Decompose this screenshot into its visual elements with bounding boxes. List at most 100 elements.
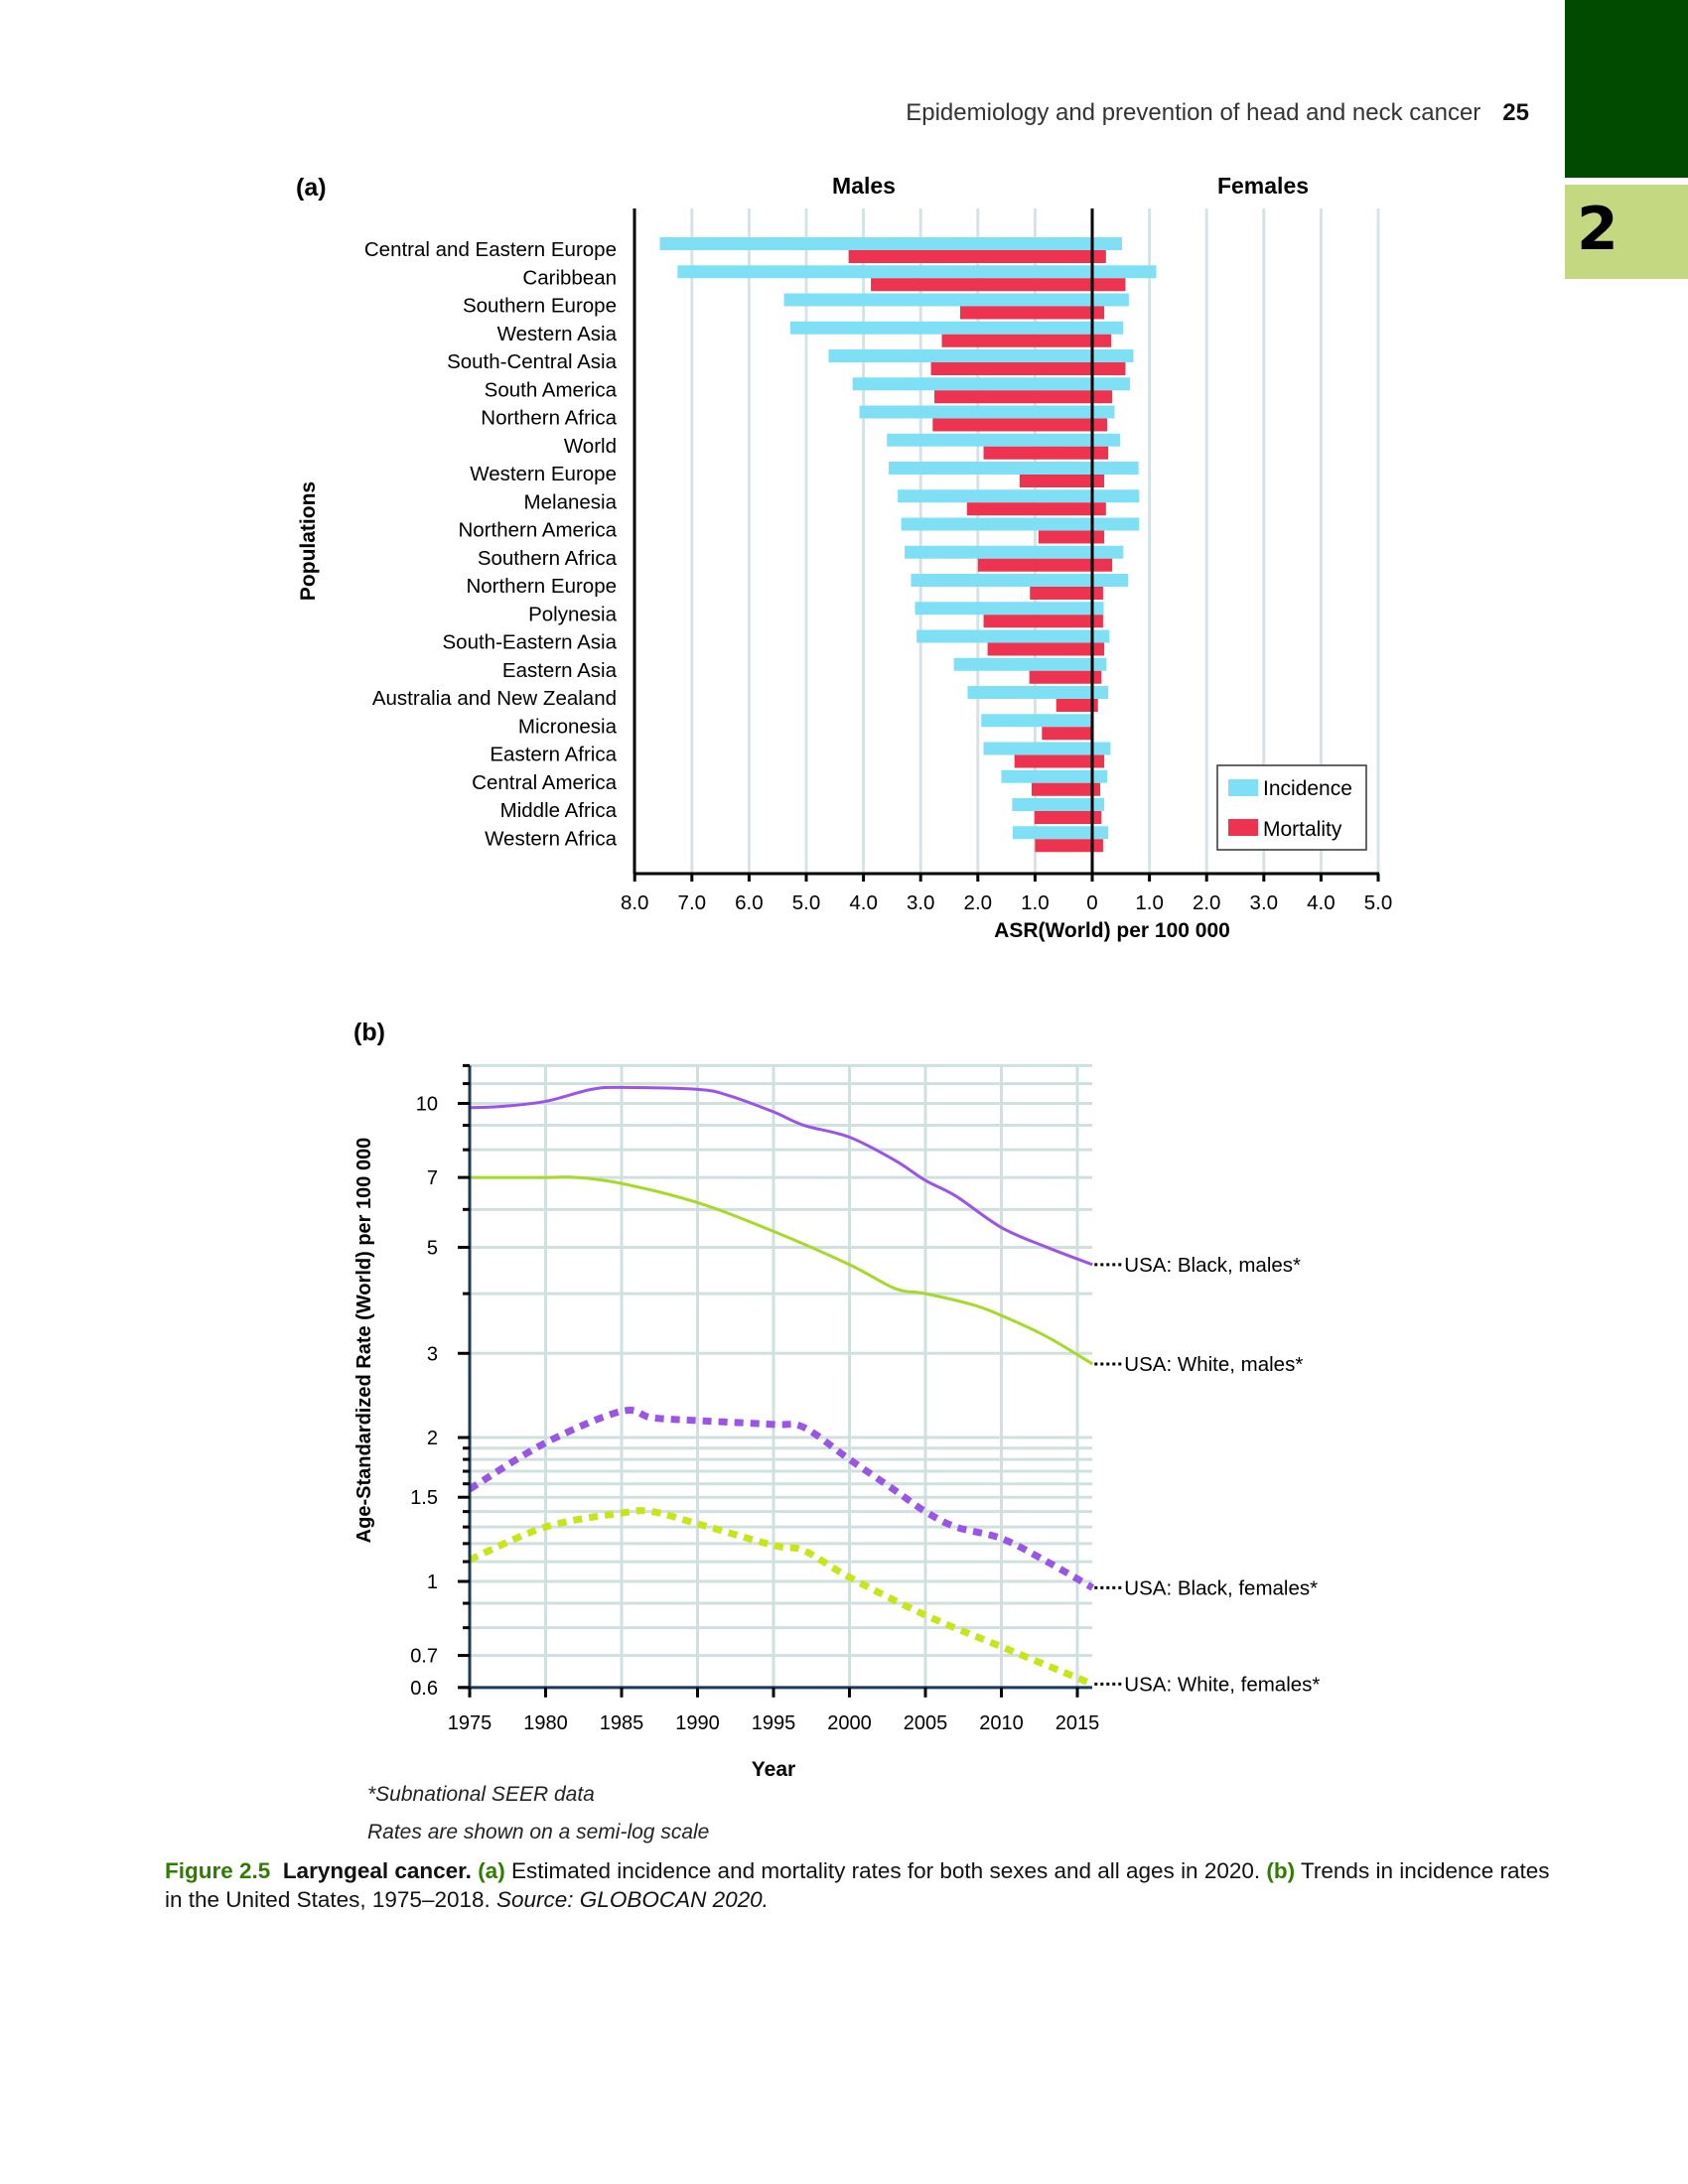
panel-label-a: (a) xyxy=(296,174,327,202)
incidence-bar xyxy=(783,293,1129,307)
category-label: Western Africa xyxy=(485,827,618,850)
legend-swatch-mortality xyxy=(1228,819,1258,836)
incidence-bar xyxy=(983,742,1111,755)
x-tick-label: 2010 xyxy=(979,1712,1024,1734)
y-tick-label: 1.5 xyxy=(410,1487,438,1509)
grid-lines xyxy=(468,1063,1092,1690)
mortality-bar xyxy=(934,390,1113,404)
panel-label-b: (b) xyxy=(353,1019,385,1046)
incidence-bar xyxy=(887,433,1121,447)
x-tick-label: 1985 xyxy=(600,1712,644,1734)
x-tick-label: 2.0 xyxy=(964,891,993,914)
category-label: Southern Africa xyxy=(478,547,618,570)
incidence-bar xyxy=(1012,798,1105,811)
x-tick-label: 6.0 xyxy=(735,891,764,914)
page-number: 25 xyxy=(1502,99,1529,126)
legend-label-mortality: Mortality xyxy=(1263,818,1342,841)
series-line xyxy=(469,1175,1094,1366)
mortality-bar xyxy=(1029,670,1102,684)
category-label: Northern Africa xyxy=(481,407,617,430)
category-label: Northern Europe xyxy=(466,575,617,598)
mortality-bar xyxy=(1031,782,1101,796)
x-tick-label: 1995 xyxy=(752,1712,796,1734)
caption-part-b-text: Trends in incidence rates in the United … xyxy=(165,1858,1550,1912)
category-label: South America xyxy=(485,378,618,401)
x-tick-label: 4.0 xyxy=(849,891,878,914)
series-label: USA: Black, females* xyxy=(1124,1576,1318,1599)
series-line xyxy=(469,1085,1093,1267)
y-tick-label: 10 xyxy=(416,1094,438,1116)
category-label: Melanesia xyxy=(524,490,618,513)
series-labels: USA: Black, males* USA: White, males* USA:… xyxy=(1094,1254,1320,1696)
category-label: Southern Europe xyxy=(463,295,617,318)
x-tick-label: 3.0 xyxy=(1250,891,1279,914)
x-tick-labels: 1975 1980 1985 1990 1995 2000 2005 2010 2015 xyxy=(448,1712,1100,1734)
y-tick-label: 3 xyxy=(427,1343,438,1365)
series-line xyxy=(468,1507,1094,1688)
category-label: Western Europe xyxy=(470,463,617,485)
y-tick-label: 0.6 xyxy=(410,1678,438,1700)
mortality-bar xyxy=(871,278,1126,292)
mortality-bar xyxy=(1035,839,1103,853)
mortality-bar xyxy=(983,446,1109,460)
incidence-bar xyxy=(905,545,1124,559)
x-tick-label: 1990 xyxy=(675,1712,720,1734)
incidence-bar xyxy=(789,321,1124,335)
x-tick-label: 3.0 xyxy=(907,891,935,914)
females-title: Females xyxy=(1217,173,1309,199)
incidence-bar xyxy=(953,657,1107,671)
incidence-bar xyxy=(1012,826,1109,840)
category-label: Northern America xyxy=(458,519,617,542)
category-labels: Central and Eastern Europe Caribbean South… xyxy=(364,238,618,850)
y-tick-label: 2 xyxy=(427,1428,438,1449)
category-label: Eastern Asia xyxy=(502,659,618,682)
x-axis-label: Year xyxy=(752,1758,795,1781)
chart-a-butterfly-bar: (a) Males Females Populations Central an… xyxy=(296,173,1392,942)
running-title: Epidemiology and prevention of head and … xyxy=(906,99,1481,126)
x-tick-label: 0 xyxy=(1086,891,1097,914)
mortality-bar xyxy=(983,614,1103,628)
series-label: USA: White, males* xyxy=(1124,1353,1303,1376)
figure-label: Figure 2.5 xyxy=(165,1858,271,1883)
incidence-bar xyxy=(898,489,1140,503)
series-label: USA: Black, males* xyxy=(1124,1254,1301,1277)
incidence-bar xyxy=(677,265,1157,279)
x-tick-label: 1.0 xyxy=(1021,891,1050,914)
incidence-bar xyxy=(828,349,1134,362)
axes xyxy=(633,208,1380,882)
incidence-bar xyxy=(659,237,1122,250)
y-tick-label: 0.7 xyxy=(410,1646,438,1668)
y-tick-label: 7 xyxy=(427,1167,438,1189)
footnote-seer: *Subnational SEER data xyxy=(367,1783,595,1806)
mortality-bar xyxy=(1019,475,1105,487)
x-tick-label: 2015 xyxy=(1055,1712,1100,1734)
series-line xyxy=(468,1407,1095,1591)
caption-part-b-label: (b) xyxy=(1266,1858,1296,1883)
figure-caption: Figure 2.5 Laryngeal cancer. (a) Estimat… xyxy=(165,1856,1555,1914)
legend-swatch-incidence xyxy=(1228,779,1258,796)
caption-part-a-text: Estimated incidence and mortality rates … xyxy=(510,1858,1261,1883)
y-axis-label: Age-Standardized Rate (World) per 100 00… xyxy=(353,1138,375,1544)
incidence-bar xyxy=(911,574,1129,587)
x-tick-label: 2000 xyxy=(827,1712,872,1734)
category-label: South-Central Asia xyxy=(447,350,618,373)
category-label: Caribbean xyxy=(522,266,617,289)
mortality-bar xyxy=(959,306,1105,320)
x-tick-label: 2005 xyxy=(904,1712,948,1734)
caption-part-a-label: (a) xyxy=(478,1858,505,1883)
category-label: Australia and New Zealand xyxy=(372,687,617,710)
x-tick-label: 2.0 xyxy=(1193,891,1221,914)
category-label: Micronesia xyxy=(518,715,618,738)
incidence-bar xyxy=(852,377,1131,391)
incidence-bar xyxy=(967,686,1109,699)
chapter-number: 2 xyxy=(1577,195,1618,264)
mortality-bar xyxy=(1034,811,1102,824)
category-label: Central and Eastern Europe xyxy=(364,238,617,261)
mortality-bar xyxy=(848,250,1106,263)
incidence-bar xyxy=(916,629,1110,643)
y-axis-label: Populations xyxy=(297,481,320,601)
category-label: Central America xyxy=(472,771,617,794)
x-tick-label: 1.0 xyxy=(1135,891,1164,914)
mortality-bar xyxy=(1042,727,1092,741)
series-label: USA: White, females* xyxy=(1124,1673,1320,1696)
